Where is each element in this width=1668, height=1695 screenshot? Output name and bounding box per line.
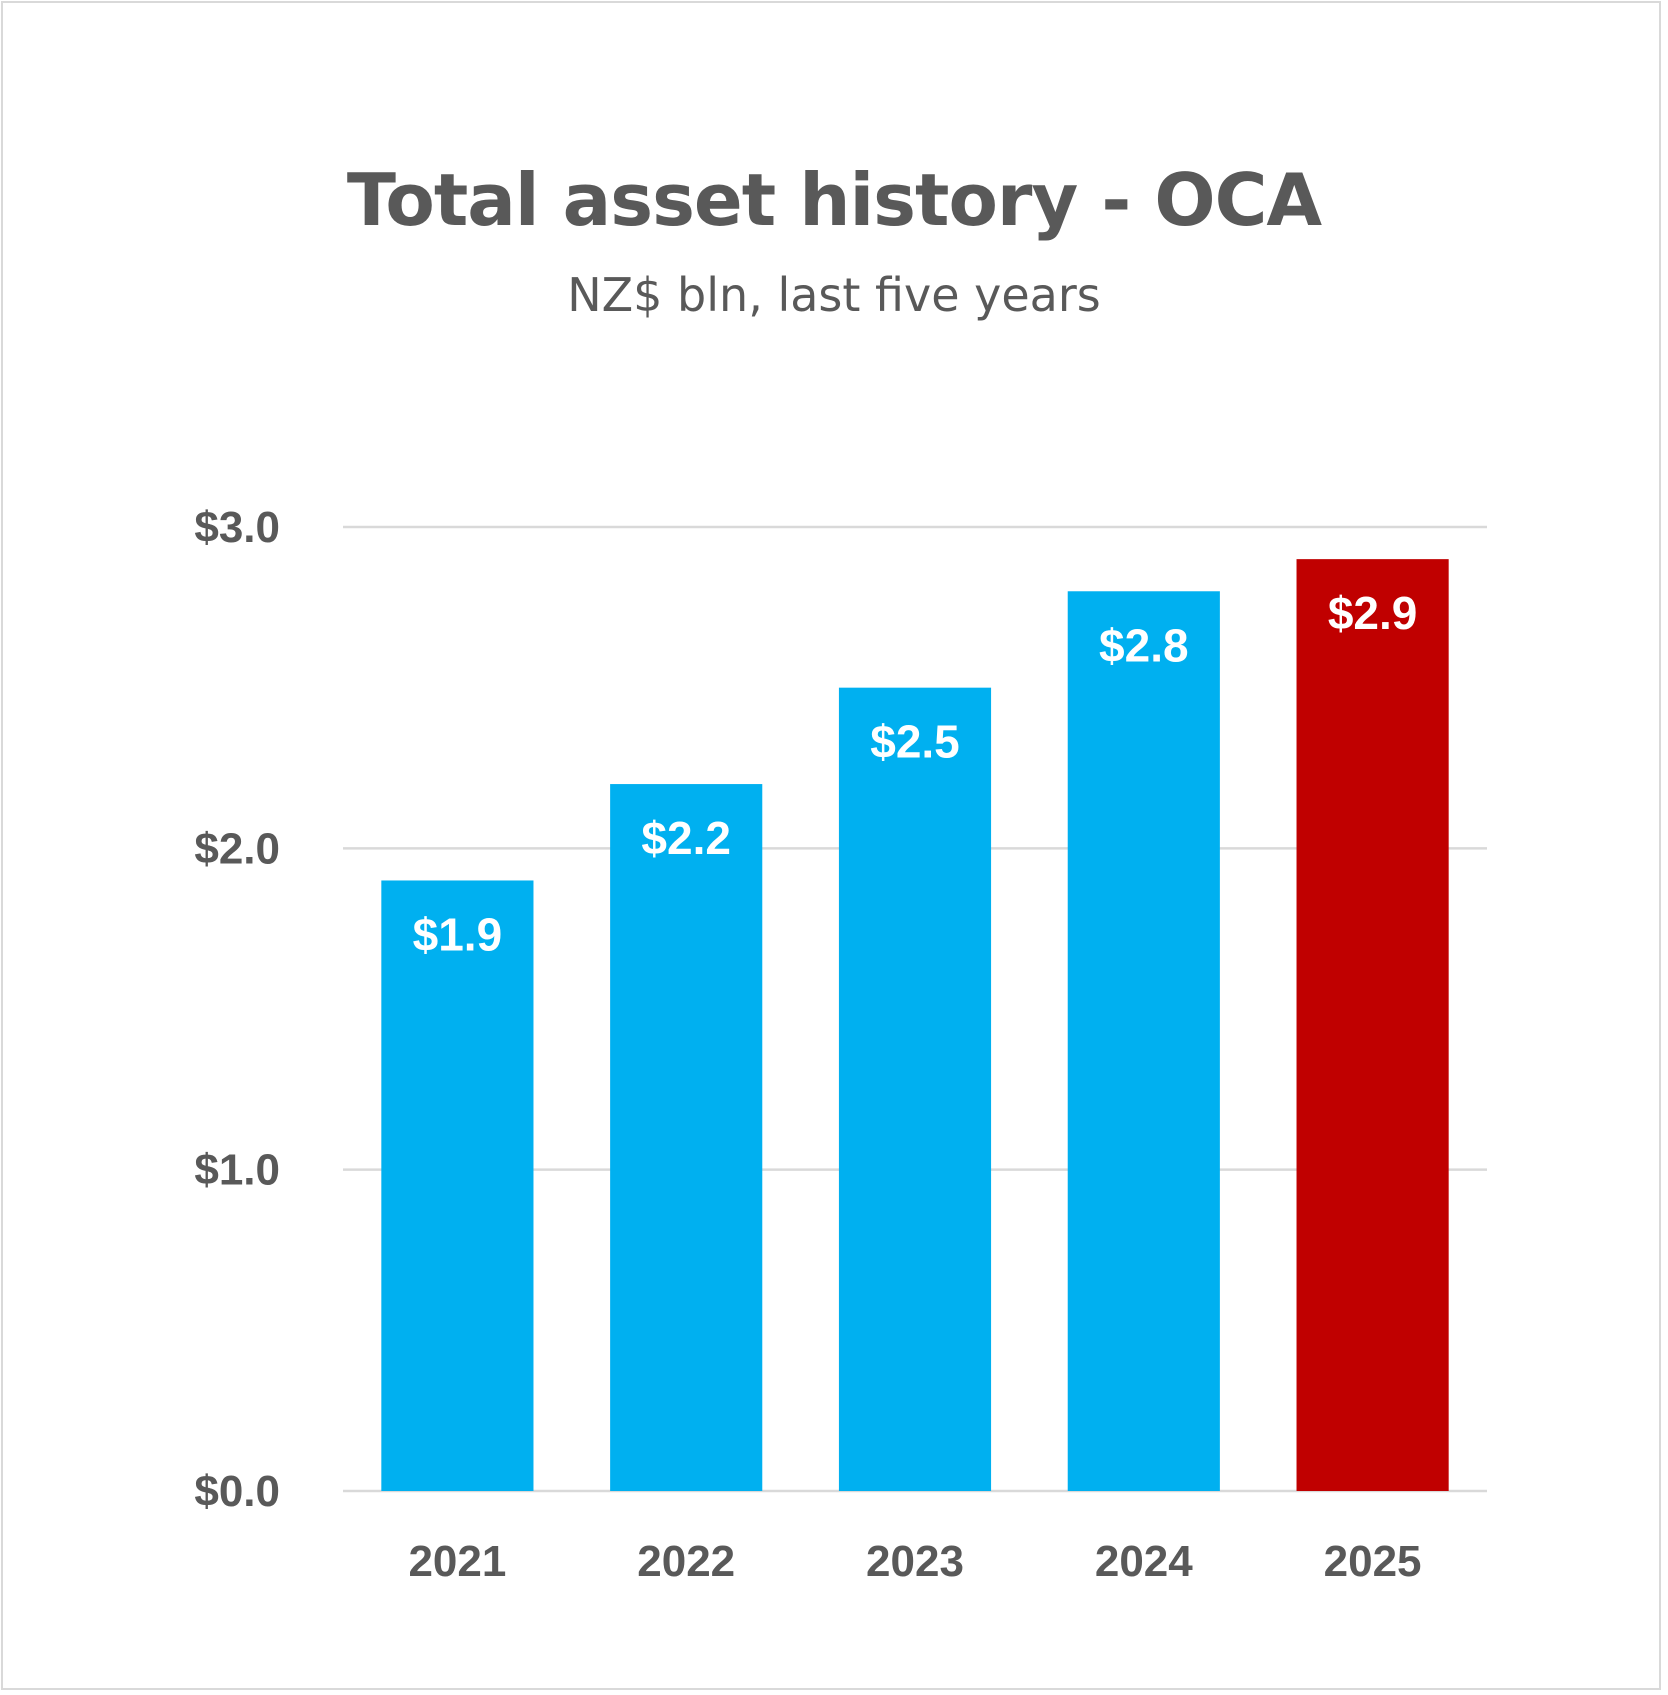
x-tick-label: 2021 [408,1537,506,1586]
chart-subtitle: NZ$ bln, last five years [567,268,1101,322]
y-tick-label: $3.0 [194,503,280,552]
bar-2024 [1067,591,1220,1491]
y-tick-label: $0.0 [194,1467,280,1516]
x-tick-label: 2024 [1095,1537,1193,1586]
y-tick-label: $1.0 [194,1146,280,1195]
bar-2021 [381,880,534,1491]
chart-title: Total asset history - OCA [346,158,1322,242]
bar-2023 [838,687,992,1491]
bar-2025 [1296,559,1449,1491]
data-label: $1.9 [413,908,503,960]
data-label: $2.2 [641,812,731,864]
bar-2022 [610,784,763,1491]
data-label: $2.8 [1099,619,1189,671]
data-label: $2.9 [1328,587,1418,639]
x-tick-label: 2022 [637,1537,735,1586]
x-tick-label: 2025 [1324,1537,1422,1586]
labels: $0.0 $1.0 $2.0 $3.0 $1.9 2021 $2.2 2022 $2.5 2023… [194,503,1421,1586]
y-tick-label: $2.0 [194,824,280,873]
x-tick-label: 2023 [866,1537,964,1586]
bars [381,559,1449,1491]
data-label: $2.5 [870,716,960,768]
